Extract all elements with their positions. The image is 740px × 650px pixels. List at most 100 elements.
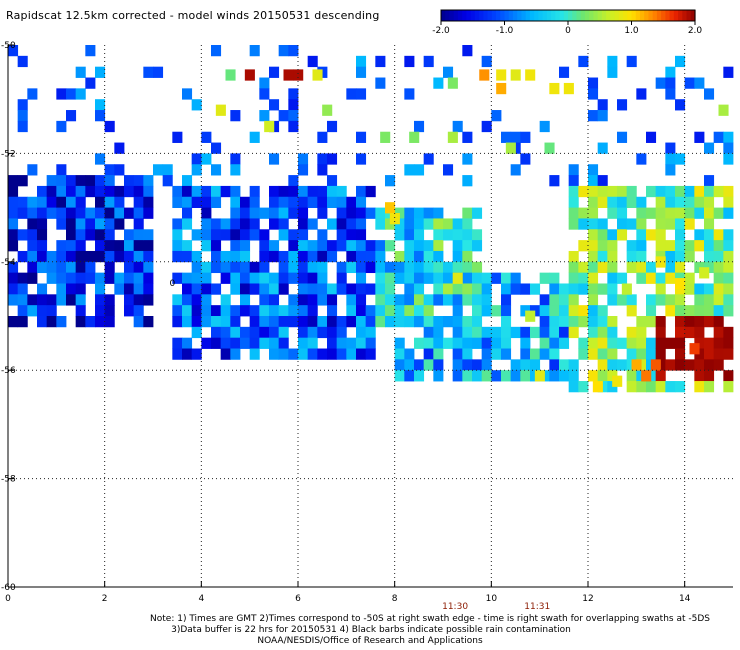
heatmap-cell	[259, 250, 270, 263]
heatmap-cell	[568, 294, 579, 306]
heatmap-cell	[8, 316, 19, 328]
heatmap-cell	[472, 283, 483, 295]
heatmap-cell	[288, 229, 299, 241]
heatmap-cell	[617, 359, 628, 371]
heatmap-cell	[298, 272, 309, 284]
heatmap-cell	[723, 131, 734, 143]
heatmap-cell	[665, 164, 676, 176]
heatmap-cell	[230, 153, 241, 165]
heatmap-cell	[404, 294, 415, 306]
heatmap-cell	[104, 164, 115, 176]
heatmap-cell	[307, 185, 318, 198]
heatmap-cell	[95, 207, 106, 219]
heatmap-cell	[520, 326, 531, 339]
heatmap-cell	[462, 207, 473, 219]
heatmap-cell	[510, 272, 521, 284]
heatmap-cell	[191, 196, 202, 208]
heatmap-cell	[443, 337, 454, 349]
heatmap-cell	[539, 272, 550, 284]
heatmap-cell	[559, 283, 570, 295]
heatmap-cell	[124, 283, 135, 295]
heatmap-cell	[356, 55, 367, 68]
colorbar-segment	[568, 10, 573, 21]
heatmap-cell	[404, 370, 415, 382]
heatmap-cell	[443, 272, 454, 284]
heatmap-cell	[636, 337, 647, 349]
heatmap-cell	[452, 250, 463, 263]
heatmap-cell	[447, 131, 458, 143]
heatmap-cell	[27, 218, 38, 230]
colorbar-segment	[601, 10, 607, 21]
heatmap-cell	[389, 213, 400, 225]
colorbar-segment	[546, 10, 552, 21]
heatmap-cell	[452, 229, 463, 241]
heatmap-cell	[66, 240, 77, 252]
heatmap-cell	[259, 337, 270, 349]
heatmap-cell	[249, 283, 260, 295]
heatmap-cell	[462, 316, 473, 328]
heatmap-cell	[704, 250, 715, 263]
heatmap-cell	[491, 326, 502, 339]
heatmap-cell	[114, 250, 125, 263]
colorbar-segment	[466, 10, 472, 21]
heatmap-cell	[201, 153, 212, 165]
heatmap-cell	[694, 185, 705, 198]
heatmap-cell	[539, 326, 550, 339]
heatmap-cell	[704, 370, 715, 382]
heatmap-cell	[650, 359, 661, 371]
heatmap-cell	[597, 142, 608, 154]
heatmap-cell	[336, 261, 347, 274]
heatmap-cell	[617, 185, 628, 198]
heatmap-cell	[404, 359, 415, 371]
heatmap-cell	[172, 272, 183, 284]
heatmap-cell	[534, 370, 545, 382]
heatmap-cell	[607, 283, 618, 295]
heatmap-cell	[327, 196, 338, 208]
heatmap-cell	[307, 272, 318, 284]
heatmap-cell	[414, 229, 425, 241]
heatmap-cell	[665, 196, 676, 208]
heatmap-cell	[124, 294, 135, 306]
heatmap-cell	[704, 196, 715, 208]
heatmap-cell	[230, 250, 241, 263]
heatmap-cell	[143, 316, 154, 328]
heatmap-cell	[549, 294, 560, 306]
heatmap-cell	[563, 82, 574, 95]
heatmap-cell	[713, 240, 724, 252]
heatmap-cell	[143, 229, 154, 241]
heatmap-cell	[718, 104, 729, 116]
heatmap-cell	[201, 240, 212, 252]
heatmap-cell	[617, 99, 628, 111]
heatmap-cell	[259, 326, 270, 339]
heatmap-cell	[298, 250, 309, 263]
heatmap-cell	[694, 229, 705, 241]
heatmap-cell	[269, 294, 280, 306]
heatmap-cell	[293, 69, 304, 81]
heatmap-cell	[646, 305, 657, 317]
heatmap-cell	[694, 370, 705, 382]
colorbar-segment	[627, 10, 633, 21]
heatmap-cell	[269, 348, 280, 360]
heatmap-cell	[259, 294, 270, 306]
heatmap-cell	[269, 316, 280, 328]
heatmap-cell	[723, 381, 734, 393]
heatmap-cell	[539, 348, 550, 360]
heatmap-cell	[356, 88, 367, 100]
heatmap-cell	[56, 207, 67, 219]
heatmap-cell	[472, 272, 483, 284]
heatmap-cell	[665, 185, 676, 198]
heatmap-cell	[505, 142, 516, 154]
heatmap-cell	[283, 69, 294, 81]
heatmap-cell	[452, 294, 463, 306]
heatmap-cell	[95, 153, 106, 165]
heatmap-cell	[675, 153, 686, 165]
heatmap-cell	[713, 229, 724, 241]
heatmap-cell	[723, 305, 734, 317]
heatmap-cell	[230, 218, 241, 230]
heatmap-cell	[641, 370, 652, 382]
colorbar-segment	[483, 10, 489, 21]
heatmap-cell	[8, 45, 19, 57]
heatmap-cell	[27, 261, 38, 274]
heatmap-cell	[481, 272, 492, 284]
heatmap-cell	[365, 261, 376, 274]
